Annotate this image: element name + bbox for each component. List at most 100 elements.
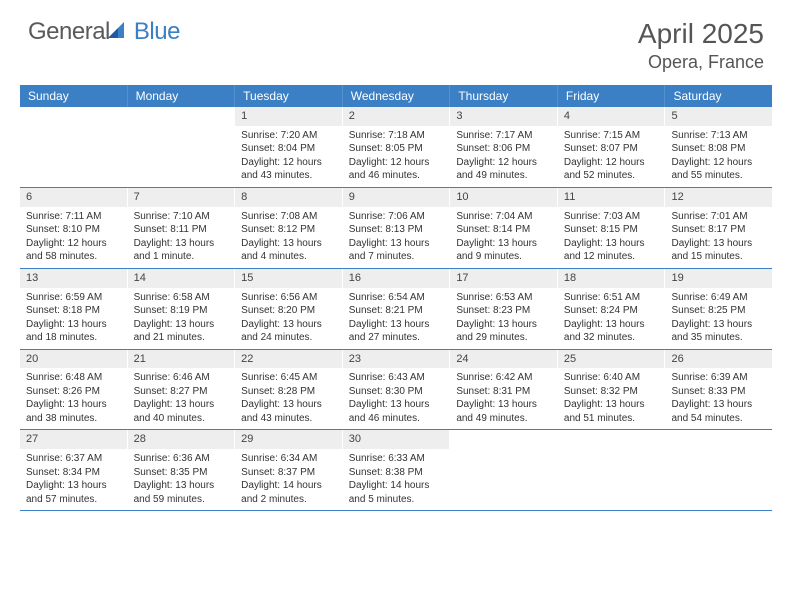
day-number: 29: [235, 430, 342, 449]
sunrise-text: Sunrise: 7:04 AM: [456, 210, 551, 224]
day-number: 30: [343, 430, 450, 449]
day-number: 22: [235, 350, 342, 369]
daylight-text: Daylight: 13 hours and 40 minutes.: [134, 398, 229, 425]
day-number: 13: [20, 269, 127, 288]
day-body: Sunrise: 6:37 AMSunset: 8:34 PMDaylight:…: [20, 449, 127, 510]
day-number: 21: [128, 350, 235, 369]
sunset-text: Sunset: 8:10 PM: [26, 223, 121, 237]
sunset-text: Sunset: 8:13 PM: [349, 223, 444, 237]
day-cell: 6Sunrise: 7:11 AMSunset: 8:10 PMDaylight…: [20, 188, 128, 268]
day-number: 14: [128, 269, 235, 288]
week-row: 13Sunrise: 6:59 AMSunset: 8:18 PMDayligh…: [20, 269, 772, 350]
daylight-text: Daylight: 14 hours and 5 minutes.: [349, 479, 444, 506]
day-cell: 14Sunrise: 6:58 AMSunset: 8:19 PMDayligh…: [128, 269, 236, 349]
sunrise-text: Sunrise: 7:15 AM: [564, 129, 659, 143]
day-cell: 11Sunrise: 7:03 AMSunset: 8:15 PMDayligh…: [558, 188, 666, 268]
daylight-text: Daylight: 13 hours and 51 minutes.: [564, 398, 659, 425]
sunrise-text: Sunrise: 6:51 AM: [564, 291, 659, 305]
day-number: 27: [20, 430, 127, 449]
sunrise-text: Sunrise: 7:20 AM: [241, 129, 336, 143]
daylight-text: Daylight: 13 hours and 46 minutes.: [349, 398, 444, 425]
day-cell: 9Sunrise: 7:06 AMSunset: 8:13 PMDaylight…: [343, 188, 451, 268]
logo-text-blue: Blue: [134, 18, 180, 46]
day-cell: 8Sunrise: 7:08 AMSunset: 8:12 PMDaylight…: [235, 188, 343, 268]
sunrise-text: Sunrise: 6:34 AM: [241, 452, 336, 466]
sunset-text: Sunset: 8:20 PM: [241, 304, 336, 318]
day-body: Sunrise: 6:59 AMSunset: 8:18 PMDaylight:…: [20, 288, 127, 349]
day-cell: .: [128, 107, 236, 187]
sunrise-text: Sunrise: 7:03 AM: [564, 210, 659, 224]
sunset-text: Sunset: 8:23 PM: [456, 304, 551, 318]
sunrise-text: Sunrise: 6:53 AM: [456, 291, 551, 305]
day-cell: 26Sunrise: 6:39 AMSunset: 8:33 PMDayligh…: [665, 350, 772, 430]
daylight-text: Daylight: 13 hours and 24 minutes.: [241, 318, 336, 345]
day-cell: 2Sunrise: 7:18 AMSunset: 8:05 PMDaylight…: [343, 107, 451, 187]
day-body: Sunrise: 7:11 AMSunset: 8:10 PMDaylight:…: [20, 207, 127, 268]
sunrise-text: Sunrise: 6:54 AM: [349, 291, 444, 305]
day-number: 18: [558, 269, 665, 288]
day-body: Sunrise: 6:51 AMSunset: 8:24 PMDaylight:…: [558, 288, 665, 349]
day-header: Sunday: [20, 85, 128, 107]
sunrise-text: Sunrise: 6:45 AM: [241, 371, 336, 385]
sunrise-text: Sunrise: 6:46 AM: [134, 371, 229, 385]
day-cell: 16Sunrise: 6:54 AMSunset: 8:21 PMDayligh…: [343, 269, 451, 349]
sunset-text: Sunset: 8:32 PM: [564, 385, 659, 399]
sunset-text: Sunset: 8:34 PM: [26, 466, 121, 480]
day-cell: 28Sunrise: 6:36 AMSunset: 8:35 PMDayligh…: [128, 430, 236, 510]
day-cell: 15Sunrise: 6:56 AMSunset: 8:20 PMDayligh…: [235, 269, 343, 349]
day-cell: .: [665, 430, 772, 510]
calendar: Sunday Monday Tuesday Wednesday Thursday…: [20, 85, 772, 511]
sunrise-text: Sunrise: 6:37 AM: [26, 452, 121, 466]
sunrise-text: Sunrise: 6:58 AM: [134, 291, 229, 305]
day-cell: 30Sunrise: 6:33 AMSunset: 8:38 PMDayligh…: [343, 430, 451, 510]
daylight-text: Daylight: 12 hours and 52 minutes.: [564, 156, 659, 183]
day-cell: 21Sunrise: 6:46 AMSunset: 8:27 PMDayligh…: [128, 350, 236, 430]
day-number: 25: [558, 350, 665, 369]
day-cell: 23Sunrise: 6:43 AMSunset: 8:30 PMDayligh…: [343, 350, 451, 430]
daylight-text: Daylight: 14 hours and 2 minutes.: [241, 479, 336, 506]
day-body: Sunrise: 6:53 AMSunset: 8:23 PMDaylight:…: [450, 288, 557, 349]
daylight-text: Daylight: 13 hours and 12 minutes.: [564, 237, 659, 264]
day-cell: .: [558, 430, 666, 510]
sunset-text: Sunset: 8:24 PM: [564, 304, 659, 318]
day-body: Sunrise: 6:56 AMSunset: 8:20 PMDaylight:…: [235, 288, 342, 349]
week-row: 20Sunrise: 6:48 AMSunset: 8:26 PMDayligh…: [20, 350, 772, 431]
sunset-text: Sunset: 8:28 PM: [241, 385, 336, 399]
day-body: Sunrise: 7:20 AMSunset: 8:04 PMDaylight:…: [235, 126, 342, 187]
day-number: 26: [665, 350, 772, 369]
day-number: 20: [20, 350, 127, 369]
day-cell: 1Sunrise: 7:20 AMSunset: 8:04 PMDaylight…: [235, 107, 343, 187]
day-header: Monday: [128, 85, 236, 107]
daylight-text: Daylight: 13 hours and 38 minutes.: [26, 398, 121, 425]
day-body: Sunrise: 6:48 AMSunset: 8:26 PMDaylight:…: [20, 368, 127, 429]
day-number: 24: [450, 350, 557, 369]
sunset-text: Sunset: 8:26 PM: [26, 385, 121, 399]
daylight-text: Daylight: 13 hours and 29 minutes.: [456, 318, 551, 345]
sunset-text: Sunset: 8:37 PM: [241, 466, 336, 480]
logo-sail-icon: [108, 20, 130, 45]
day-cell: .: [20, 107, 128, 187]
day-number: 4: [558, 107, 665, 126]
sunset-text: Sunset: 8:38 PM: [349, 466, 444, 480]
sunrise-text: Sunrise: 6:49 AM: [671, 291, 766, 305]
daylight-text: Daylight: 12 hours and 55 minutes.: [671, 156, 766, 183]
day-number: 8: [235, 188, 342, 207]
week-row: 27Sunrise: 6:37 AMSunset: 8:34 PMDayligh…: [20, 430, 772, 511]
day-body: Sunrise: 6:45 AMSunset: 8:28 PMDaylight:…: [235, 368, 342, 429]
daylight-text: Daylight: 13 hours and 59 minutes.: [134, 479, 229, 506]
sunrise-text: Sunrise: 6:56 AM: [241, 291, 336, 305]
day-body: Sunrise: 7:08 AMSunset: 8:12 PMDaylight:…: [235, 207, 342, 268]
day-header: Wednesday: [343, 85, 451, 107]
week-row: ..1Sunrise: 7:20 AMSunset: 8:04 PMDaylig…: [20, 107, 772, 188]
day-number: 16: [343, 269, 450, 288]
day-body: Sunrise: 6:39 AMSunset: 8:33 PMDaylight:…: [665, 368, 772, 429]
day-cell: 12Sunrise: 7:01 AMSunset: 8:17 PMDayligh…: [665, 188, 772, 268]
day-body: Sunrise: 6:54 AMSunset: 8:21 PMDaylight:…: [343, 288, 450, 349]
sunrise-text: Sunrise: 6:59 AM: [26, 291, 121, 305]
sunset-text: Sunset: 8:19 PM: [134, 304, 229, 318]
sunset-text: Sunset: 8:12 PM: [241, 223, 336, 237]
sunrise-text: Sunrise: 7:17 AM: [456, 129, 551, 143]
sunrise-text: Sunrise: 7:10 AM: [134, 210, 229, 224]
page-title: April 2025: [638, 18, 764, 50]
daylight-text: Daylight: 13 hours and 9 minutes.: [456, 237, 551, 264]
